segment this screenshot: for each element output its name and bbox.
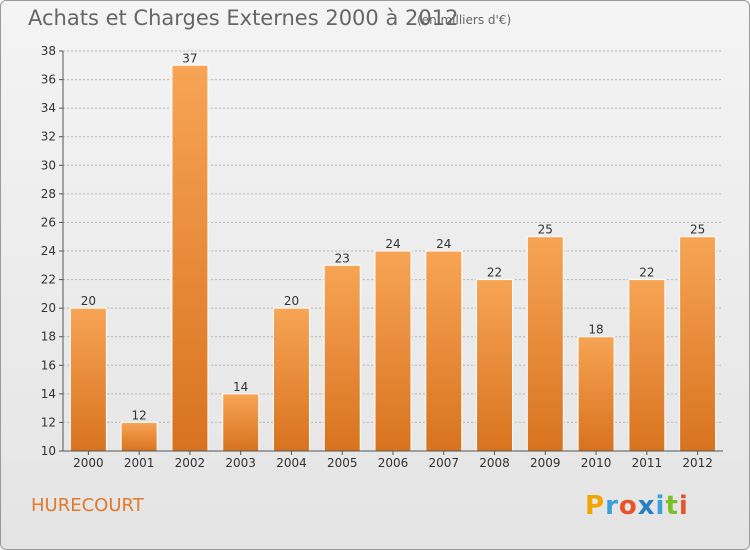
x-tick-label-2010: 2010: [581, 456, 612, 470]
y-tick-label: 24: [41, 244, 56, 258]
bar-2006: [374, 250, 412, 452]
logo-letter: i: [678, 491, 689, 521]
data-label-2002: 37: [182, 51, 197, 65]
data-label-2000: 20: [81, 294, 96, 308]
commune-name: HURECOURT: [31, 495, 144, 516]
x-tick-label-2012: 2012: [682, 456, 713, 470]
bar-2009: [526, 236, 564, 452]
y-tick-label: 22: [41, 273, 56, 287]
data-label-2006: 24: [385, 237, 400, 251]
y-tick-label: 18: [41, 330, 56, 344]
bar-2001: [120, 421, 158, 452]
x-tick-label-2011: 2011: [632, 456, 663, 470]
data-label-2011: 22: [639, 266, 654, 280]
proxiti-logo: Proxiti: [585, 491, 689, 521]
data-label-2008: 22: [487, 266, 502, 280]
logo-letter: i: [655, 491, 666, 521]
data-label-2004: 20: [284, 294, 299, 308]
bar-2011: [628, 279, 666, 452]
x-tick-label-2000: 2000: [73, 456, 104, 470]
bar-2012: [679, 236, 717, 452]
y-tick-label: 16: [41, 358, 56, 372]
bar-2002: [171, 64, 209, 452]
y-tick-label: 28: [41, 187, 56, 201]
x-tick-label-2004: 2004: [276, 456, 307, 470]
bar-2010: [577, 336, 615, 452]
x-tick-label-2006: 2006: [378, 456, 409, 470]
x-tick-label-2005: 2005: [327, 456, 358, 470]
bar-2008: [476, 279, 514, 452]
logo-letter: x: [637, 491, 656, 521]
y-tick-label: 34: [41, 101, 56, 115]
data-label-2005: 23: [335, 251, 350, 265]
data-label-2010: 18: [588, 323, 603, 337]
x-tick-label-2001: 2001: [124, 456, 155, 470]
y-tick-label: 26: [41, 215, 56, 229]
y-tick-label: 30: [41, 158, 56, 172]
bar-2007: [425, 250, 463, 452]
data-label-2012: 25: [690, 223, 705, 237]
x-tick-label-2009: 2009: [530, 456, 561, 470]
x-tick-label-2002: 2002: [175, 456, 206, 470]
bar-2004: [272, 307, 310, 452]
bar-2005: [323, 264, 361, 452]
data-label-2001: 12: [132, 408, 147, 422]
chart-subtitle: (en milliers d'€): [417, 13, 512, 27]
logo-letter: r: [605, 491, 619, 521]
bar-2000: [69, 307, 107, 452]
logo-letter: o: [618, 491, 638, 521]
y-tick-label: 38: [41, 44, 56, 58]
data-label-2007: 24: [436, 237, 451, 251]
x-tick-label-2008: 2008: [479, 456, 510, 470]
y-tick-label: 10: [41, 444, 56, 458]
bar-2003: [222, 393, 260, 452]
logo-letter: t: [665, 491, 679, 521]
y-tick-label: 36: [41, 73, 56, 87]
y-tick-label: 20: [41, 301, 56, 315]
y-tick-label: 14: [41, 387, 56, 401]
y-tick-label: 32: [41, 130, 56, 144]
logo-letter: P: [585, 491, 606, 521]
x-tick-label-2003: 2003: [225, 456, 256, 470]
y-tick-label: 12: [41, 415, 56, 429]
x-tick-label-2007: 2007: [428, 456, 459, 470]
data-label-2009: 25: [538, 223, 553, 237]
data-label-2003: 14: [233, 380, 248, 394]
chart-title: Achats et Charges Externes 2000 à 2012: [28, 6, 459, 30]
